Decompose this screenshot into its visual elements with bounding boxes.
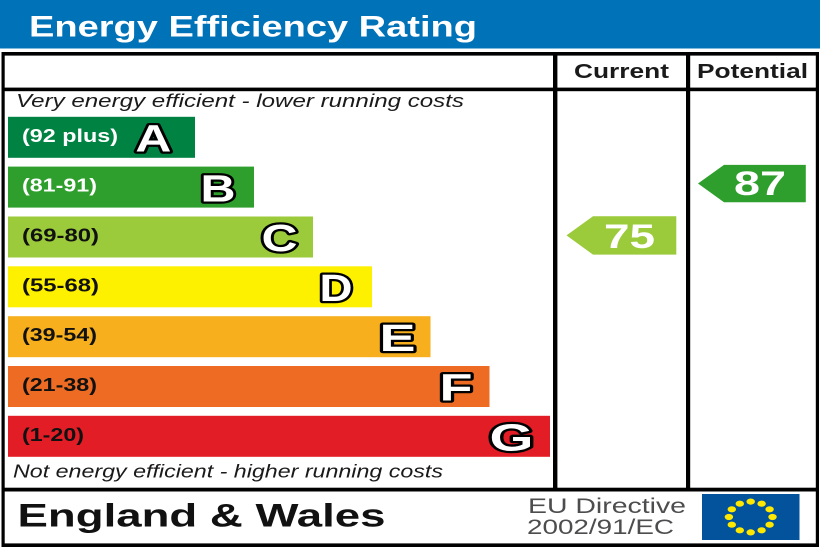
svg-text:2002/91/EC: 2002/91/EC [527, 516, 674, 539]
svg-text:(21-38): (21-38) [22, 375, 97, 395]
svg-text:E: E [380, 318, 416, 360]
svg-text:87: 87 [734, 165, 786, 203]
svg-text:England & Wales: England & Wales [18, 498, 386, 534]
svg-text:A: A [135, 119, 171, 161]
svg-text:(92 plus): (92 plus) [22, 126, 118, 146]
svg-text:C: C [262, 218, 298, 260]
svg-text:B: B [201, 168, 236, 210]
svg-text:Potential: Potential [697, 61, 808, 83]
svg-text:F: F [440, 368, 473, 410]
svg-text:(39-54): (39-54) [22, 325, 97, 345]
svg-text:EU Directive: EU Directive [528, 495, 686, 518]
svg-text:Not energy efficient - higher: Not energy efficient - higher running co… [13, 462, 443, 482]
svg-text:D: D [320, 268, 353, 310]
svg-text:G: G [490, 418, 534, 460]
svg-text:Energy Efficiency Rating: Energy Efficiency Rating [29, 11, 477, 44]
svg-text:(55-68): (55-68) [22, 275, 99, 295]
svg-text:(1-20): (1-20) [22, 425, 84, 445]
svg-text:Very energy efficient - lower: Very energy efficient - lower running co… [16, 91, 464, 111]
svg-text:(81-91): (81-91) [22, 176, 97, 196]
svg-text:Current: Current [574, 61, 669, 83]
svg-text:(69-80): (69-80) [22, 226, 99, 246]
svg-text:75: 75 [604, 218, 655, 256]
